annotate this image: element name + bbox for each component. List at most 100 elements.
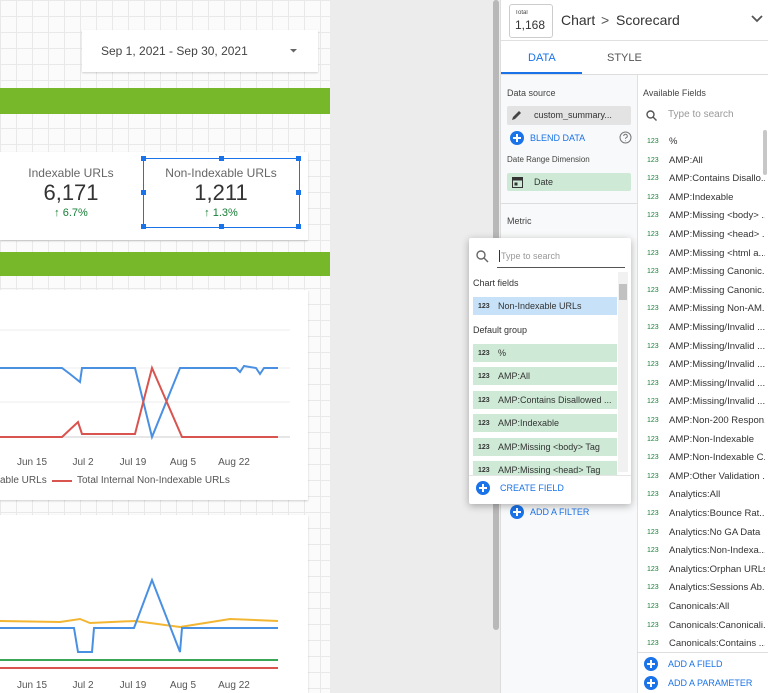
- field-item[interactable]: AMP:Missing/Invalid ...: [669, 341, 765, 352]
- field-item[interactable]: Analytics:Non-Indexa...: [669, 546, 765, 556]
- field-item[interactable]: AMP:Non-Indexable: [669, 434, 755, 445]
- date-range-control[interactable]: Sep 1, 2021 - Sep 30, 2021: [82, 30, 318, 72]
- tab-style[interactable]: STYLE: [607, 53, 642, 64]
- data-source-chip[interactable]: custom_summary...: [507, 106, 631, 125]
- field-type-icon: 123: [647, 603, 659, 610]
- scorecard-value: 6,171: [43, 182, 99, 204]
- legend-label: able URLs: [0, 476, 47, 486]
- add-parameter[interactable]: ADD A PARAMETER: [668, 679, 753, 688]
- series-line: [0, 364, 278, 438]
- field-item[interactable]: Canonicals:All: [669, 602, 730, 612]
- chart-type-icon[interactable]: Total 1,168: [509, 4, 553, 38]
- type-menu-caret[interactable]: [751, 15, 763, 23]
- field-item[interactable]: Canonicals:Canonicali...: [669, 620, 765, 631]
- edit-icon: [512, 111, 521, 120]
- properties-panel: Total 1,168 Chart > Scorecard DATA STYLE…: [500, 0, 768, 693]
- field-item[interactable]: AMP:Missing Canonic...: [669, 285, 765, 296]
- breadcrumb-chart: Chart: [561, 13, 596, 27]
- field-item[interactable]: AMP:Missing <body> ...: [669, 211, 765, 221]
- field-item[interactable]: AMP:Contains Disallo...: [669, 174, 765, 184]
- field-item[interactable]: AMP:Non-Indexable C...: [669, 453, 765, 463]
- create-field[interactable]: CREATE FIELD: [500, 484, 564, 493]
- breadcrumb-separator: >: [601, 13, 610, 27]
- picker-scrollbar[interactable]: [618, 272, 628, 472]
- field-item[interactable]: AMP:Other Validation ...: [669, 471, 765, 482]
- field-type-icon: 123: [647, 547, 659, 555]
- line-chart-1-plot: [0, 329, 290, 482]
- picker-field: Non-Indexable URLs: [498, 302, 582, 311]
- field-item[interactable]: AMP:Missing Canonic...: [669, 267, 765, 277]
- add-filter[interactable]: ADD A FILTER: [530, 508, 590, 517]
- add-field[interactable]: ADD A FIELD: [668, 660, 723, 669]
- calendar-icon: [512, 177, 523, 188]
- total-value: 1,168: [515, 19, 546, 31]
- header-divider: [501, 40, 768, 41]
- x-tick-label: Aug 5: [169, 681, 197, 691]
- fields-scrollbar[interactable]: [763, 130, 767, 175]
- field-type-icon: 123: [647, 417, 659, 424]
- field-type-icon: 123: [478, 396, 490, 404]
- field-item[interactable]: Analytics:Bounce Rat...: [669, 509, 765, 519]
- field-item[interactable]: AMP:Missing/Invalid ...: [669, 323, 765, 333]
- tabs-divider: [501, 74, 768, 75]
- field-item[interactable]: %: [669, 137, 678, 147]
- field-type-icon: 123: [647, 472, 659, 480]
- add-field-icon: [644, 657, 658, 671]
- fields-search[interactable]: Type to search: [668, 110, 734, 120]
- x-tick-label: Jul 2: [72, 681, 94, 691]
- picker-scroll-thumb[interactable]: [619, 284, 627, 300]
- series-line: [0, 364, 278, 441]
- field-type-icon: 123: [647, 510, 659, 517]
- field-type-icon: 123: [478, 467, 490, 474]
- field-item[interactable]: AMP:Missing Non-AM...: [669, 304, 765, 314]
- field-item[interactable]: AMP:Non-200 Respon...: [669, 416, 765, 426]
- scorecard-change: ↑ 6.7%: [54, 208, 88, 219]
- picker-field: %: [498, 349, 507, 358]
- line-chart-2: Jun 15 Jul 2 Jul 19 Aug 5 Aug 22: [0, 515, 308, 693]
- help-icon[interactable]: [619, 131, 632, 144]
- date-range: Sep 1, 2021 - Sep 30, 2021: [101, 45, 248, 57]
- field-type-icon: 123: [647, 565, 659, 573]
- blend-data[interactable]: BLEND DATA: [530, 134, 586, 143]
- field-item[interactable]: AMP:Indexable: [669, 192, 734, 203]
- x-tick-label: Jul 19: [119, 681, 147, 691]
- search-cursor: [499, 250, 500, 262]
- field-item[interactable]: AMP:Missing/Invalid ...: [669, 378, 765, 389]
- tab-data[interactable]: DATA: [528, 53, 556, 64]
- picker-row[interactable]: 123 Non-Indexable URLs: [473, 297, 617, 315]
- picker-row[interactable]: 123 AMP:All: [473, 367, 617, 386]
- date-dimension: Date: [534, 178, 554, 187]
- picker-row[interactable]: 123 AMP:Contains Disallowed ...: [473, 390, 617, 409]
- field-item[interactable]: AMP:Missing/Invalid ...: [669, 397, 765, 407]
- field-item[interactable]: Analytics:Orphan URLs: [669, 564, 765, 575]
- field-item[interactable]: Analytics:No GA Data: [669, 527, 761, 538]
- x-tick-label: Jul 19: [119, 458, 147, 468]
- picker-row[interactable]: 123 AMP:Missing <head> Tag: [473, 461, 617, 475]
- field-item[interactable]: Analytics:All: [669, 490, 721, 500]
- search-icon: [646, 110, 657, 121]
- field-item[interactable]: AMP:All: [669, 155, 703, 166]
- field-type-icon: 123: [478, 420, 490, 428]
- field-item[interactable]: AMP:Missing <html a...: [669, 248, 765, 259]
- field-item[interactable]: Canonicals:Contains ...: [669, 639, 765, 649]
- available-fields-label: Available Fields: [643, 89, 706, 98]
- x-tick-label: Aug 22: [218, 681, 250, 691]
- date-chip[interactable]: Date: [507, 173, 631, 191]
- section-bar: [0, 88, 330, 114]
- picker-row[interactable]: 123%: [473, 344, 617, 362]
- field-type-icon: 123: [647, 175, 659, 183]
- tab-underline: [501, 72, 582, 74]
- field-item[interactable]: AMP:Missing/Invalid ...: [669, 360, 765, 370]
- picker-search[interactable]: Type to search: [501, 252, 561, 261]
- field-item[interactable]: Analytics:Sessions Ab...: [669, 583, 765, 593]
- field-type-icon: 123: [478, 303, 490, 310]
- picker-row[interactable]: 123 AMP:Indexable: [473, 414, 617, 433]
- field-picker: Type to search Chart fields Default grou…: [469, 238, 631, 504]
- field-type-icon: 123: [478, 350, 490, 357]
- section-divider: [501, 203, 637, 204]
- picker-row[interactable]: 123 AMP:Missing <body> Tag: [473, 437, 617, 456]
- field-item[interactable]: AMP:Missing <head> ...: [669, 230, 765, 240]
- footer-divider: [637, 652, 768, 653]
- field-type-icon: 123: [647, 249, 659, 257]
